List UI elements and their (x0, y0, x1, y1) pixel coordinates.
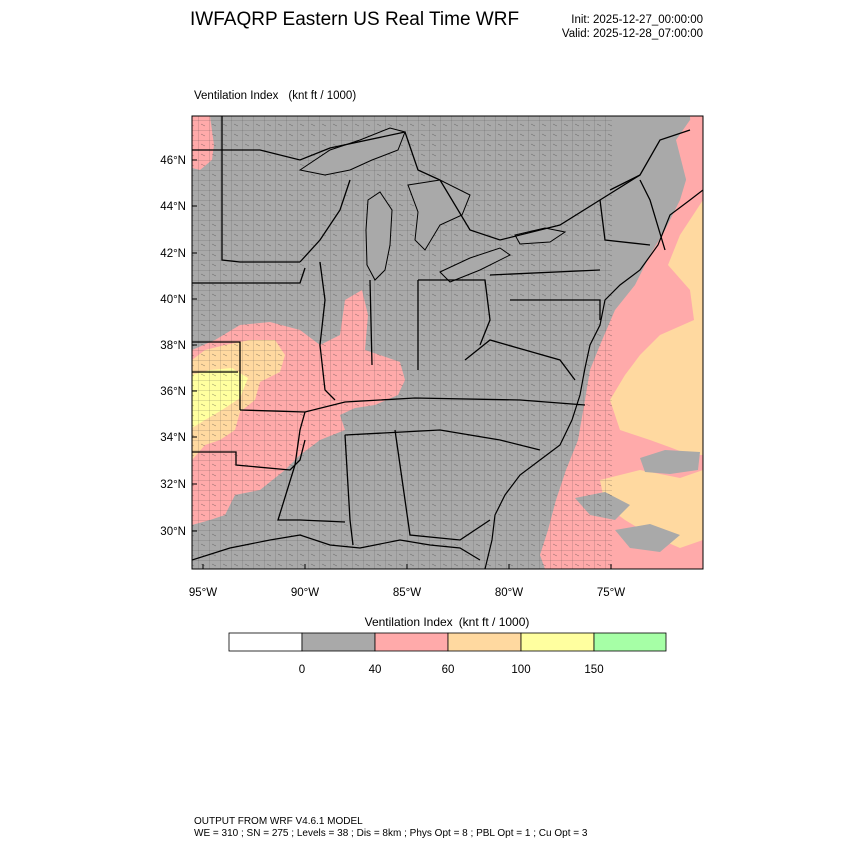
lon-label-80: 80°W (495, 587, 523, 599)
lat-label-38: 38°N (160, 340, 186, 352)
lon-label-95: 95°W (189, 587, 217, 599)
gulf-coastline (192, 534, 481, 561)
plot-title: IWFAQRP Eastern US Real Time WRF (190, 9, 520, 30)
colorbar-label-0: 0 (299, 664, 305, 676)
colorbar-title: Ventilation Index (knt ft / 1000) (0, 615, 850, 629)
lon-label-85: 85°W (393, 587, 421, 599)
ocean-gray-patch-3 (615, 524, 680, 552)
lake-ontario (514, 227, 567, 245)
lat-label-36: 36°N (160, 386, 186, 398)
colorbar-bin-3 (447, 632, 522, 652)
lat-label-44: 44°N (160, 201, 186, 213)
map-frame (191, 115, 704, 570)
footer-line-1: OUTPUT FROM WRF V4.6.1 MODEL (194, 816, 363, 827)
map-field-units: (knt ft / 1000) (288, 90, 357, 102)
colorbar-label-100: 100 (511, 664, 530, 676)
lake-michigan (365, 191, 393, 281)
map-field-label: Ventilation Index (knt ft / 1000) (194, 90, 356, 102)
model-footer: OUTPUT FROM WRF V4.6.1 MODEL WE = 310 ; … (194, 816, 587, 840)
colorbar-label-60: 60 (442, 664, 455, 676)
atlantic-coastline (484, 189, 703, 569)
maine-pink-strip (676, 120, 700, 195)
lat-label-46: 46°N (160, 155, 186, 167)
lake-huron (407, 179, 471, 251)
colorbar-units: (knt ft / 1000) (458, 615, 530, 629)
atlantic-orange-region (610, 200, 703, 455)
lon-label-90: 90°W (291, 587, 319, 599)
init-valid-times: Init: 2025-12-27_00:00:00 Valid: 2025-12… (562, 13, 703, 41)
lon-label-75: 75°W (597, 587, 625, 599)
atlantic-orange-south (600, 470, 703, 548)
ocean-gray-patch (640, 450, 700, 474)
lake-erie (439, 247, 511, 283)
colorbar-field-name: Ventilation Index (364, 615, 453, 629)
init-time: Init: 2025-12-27_00:00:00 (571, 14, 703, 26)
county-lines (192, 116, 612, 569)
lat-label-30: 30°N (160, 526, 186, 538)
latitude-ticks (192, 159, 197, 532)
lat-label-40: 40°N (160, 294, 186, 306)
canada-border (192, 129, 691, 241)
colorbar-bin-1 (301, 632, 376, 652)
colorbar-label-40: 40 (369, 664, 382, 676)
colorbar-bin-0 (228, 632, 303, 652)
colorbar-bin-4 (520, 632, 595, 652)
map-area (192, 116, 703, 569)
lat-label-34: 34°N (160, 432, 186, 444)
footer-line-2: WE = 310 ; SN = 275 ; Levels = 38 ; Dis … (194, 828, 588, 839)
longitude-ticks (202, 564, 612, 569)
colorbar-bin-2 (374, 632, 449, 652)
colorbar-label-150: 150 (584, 664, 603, 676)
state-borders (192, 116, 666, 546)
colorbar (228, 632, 667, 652)
lat-label-32: 32°N (160, 479, 186, 491)
map-field-name: Ventilation Index (194, 90, 279, 102)
lat-label-42: 42°N (160, 248, 186, 260)
valid-time: Valid: 2025-12-28_07:00:00 (561, 28, 703, 40)
colorbar-bin-5 (593, 632, 667, 652)
